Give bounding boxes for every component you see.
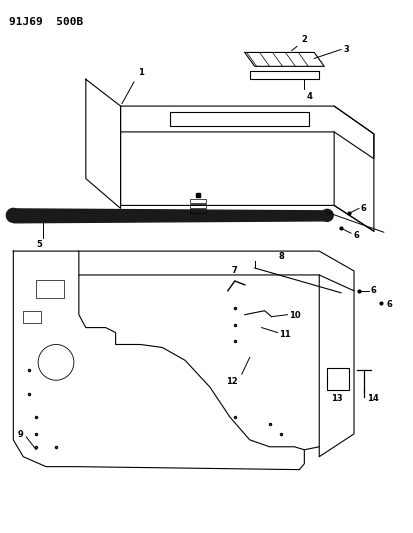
Text: 6: 6 <box>360 204 366 213</box>
Text: 4: 4 <box>306 92 311 101</box>
Text: 2: 2 <box>301 35 306 44</box>
Bar <box>190 209 206 213</box>
Bar <box>23 311 41 322</box>
Text: 6: 6 <box>370 286 376 295</box>
Text: 14: 14 <box>366 394 378 403</box>
Bar <box>190 204 206 208</box>
Text: 10: 10 <box>289 311 300 320</box>
Circle shape <box>6 208 20 222</box>
Bar <box>36 280 64 298</box>
Text: 6: 6 <box>386 300 392 309</box>
Bar <box>326 368 348 390</box>
Text: 8: 8 <box>278 252 284 261</box>
Circle shape <box>320 209 332 221</box>
Text: 6: 6 <box>352 231 358 240</box>
Text: 91J69  500B: 91J69 500B <box>9 17 83 27</box>
Text: 12: 12 <box>225 377 237 386</box>
Text: 3: 3 <box>342 45 348 54</box>
Text: 13: 13 <box>330 394 342 403</box>
Bar <box>190 199 206 203</box>
Text: 5: 5 <box>36 240 42 249</box>
Text: 1: 1 <box>138 68 144 77</box>
Text: 11: 11 <box>279 330 291 339</box>
Text: 7: 7 <box>231 266 237 275</box>
Text: 9: 9 <box>17 430 23 439</box>
